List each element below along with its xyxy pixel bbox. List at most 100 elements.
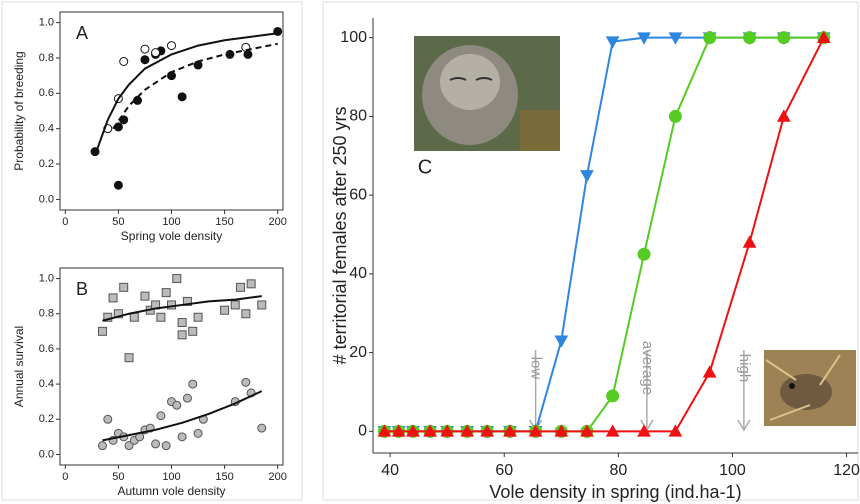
- left-frame: [1, 1, 303, 501]
- y-tick-label: 60: [349, 186, 367, 203]
- x-tick-label: 100: [719, 462, 746, 479]
- right-frame: [322, 1, 859, 501]
- point: [140, 55, 150, 65]
- y-tick-label: 1.0: [39, 17, 54, 29]
- point: [156, 411, 166, 421]
- point: [177, 92, 187, 102]
- point: [140, 291, 150, 301]
- point: [103, 414, 113, 424]
- point: [119, 57, 129, 66]
- point: [777, 31, 791, 45]
- point: [580, 424, 594, 437]
- point: [156, 312, 166, 322]
- x-tick-label: 150: [215, 216, 233, 228]
- x-tick-label: 150: [215, 471, 233, 483]
- x-axis-label: Spring vole density: [121, 229, 222, 243]
- point: [605, 36, 620, 49]
- y-tick-label: 0: [358, 423, 367, 440]
- annotation-label: high: [736, 354, 753, 382]
- x-tick-label: 50: [112, 471, 124, 483]
- fit-line: [102, 390, 263, 442]
- point: [605, 424, 620, 437]
- y-axis-label: Probability of breeding: [12, 51, 26, 170]
- point: [177, 432, 187, 442]
- point: [113, 180, 123, 190]
- point: [391, 424, 406, 437]
- point: [257, 300, 267, 310]
- panel-label: C: [418, 156, 432, 178]
- y-axis-label: Annual survival: [12, 326, 26, 407]
- y-tick-label: 100: [340, 29, 367, 46]
- y-tick-label: 1.0: [39, 272, 54, 284]
- y-tick-label: 0.2: [39, 413, 54, 425]
- point: [606, 389, 620, 403]
- point: [668, 424, 683, 437]
- point: [776, 109, 791, 122]
- fit-line: [112, 42, 278, 130]
- point: [246, 279, 256, 289]
- point: [193, 312, 203, 322]
- point: [554, 335, 569, 348]
- point: [480, 424, 494, 437]
- y-tick-label: 0.4: [39, 123, 54, 135]
- point: [637, 32, 651, 45]
- point: [554, 424, 569, 437]
- x-tick-label: 80: [609, 462, 627, 479]
- panel-label: B: [76, 279, 88, 299]
- x-axis-label: Autumn vole density: [117, 484, 225, 498]
- annotation-label: low: [528, 357, 545, 380]
- point: [257, 423, 267, 433]
- fit-line: [102, 295, 262, 322]
- y-tick-label: 0.8: [39, 52, 54, 64]
- y-tick-label: 0.0: [39, 448, 54, 460]
- arrow-head: [737, 419, 751, 432]
- y-tick-label: 40: [349, 265, 367, 282]
- point: [668, 32, 683, 45]
- fit-line: [94, 32, 278, 156]
- point: [113, 309, 123, 319]
- point: [108, 293, 118, 303]
- point: [816, 30, 831, 43]
- point: [528, 424, 543, 437]
- point: [460, 424, 474, 437]
- x-tick-label: 60: [495, 462, 513, 479]
- y-tick-label: 80: [349, 108, 367, 125]
- point: [377, 424, 392, 437]
- y-tick-label: 0.8: [39, 308, 54, 320]
- panel: 0.0 0.2 0.4 0.6 0.8 1.0 0 50 100 150 200 Autumn vol…: [12, 267, 287, 498]
- point: [743, 31, 757, 45]
- point: [103, 312, 113, 322]
- y-tick-label: 0.6: [39, 87, 54, 99]
- point: [220, 305, 230, 315]
- point: [172, 400, 182, 410]
- point: [406, 424, 420, 437]
- point: [151, 48, 161, 58]
- point: [140, 44, 150, 54]
- panel: 0 20 40 60 80 100 40 60 80 100 120 Vole density in …: [330, 18, 860, 502]
- x-tick-label: 100: [162, 471, 180, 483]
- point: [637, 247, 651, 261]
- x-tick-label: 0: [62, 471, 68, 483]
- point: [177, 330, 187, 340]
- point: [193, 428, 203, 438]
- point: [423, 424, 437, 437]
- point: [124, 353, 134, 363]
- point: [241, 377, 251, 387]
- point: [702, 365, 717, 378]
- x-axis-label: Vole density in spring (ind.ha-1): [489, 482, 741, 502]
- point: [703, 31, 717, 45]
- point: [503, 424, 517, 437]
- x-tick-label: 0: [62, 216, 68, 228]
- x-tick-label: 40: [381, 462, 399, 479]
- point: [440, 424, 455, 437]
- point: [637, 424, 651, 437]
- point: [236, 282, 246, 292]
- y-axis-label: # territorial females after 250 yrs: [330, 106, 350, 364]
- point: [182, 393, 192, 403]
- y-tick-label: 0.4: [39, 378, 54, 390]
- y-tick-label: 0.2: [39, 158, 54, 170]
- point: [230, 300, 240, 310]
- point: [97, 441, 107, 451]
- point: [580, 170, 594, 183]
